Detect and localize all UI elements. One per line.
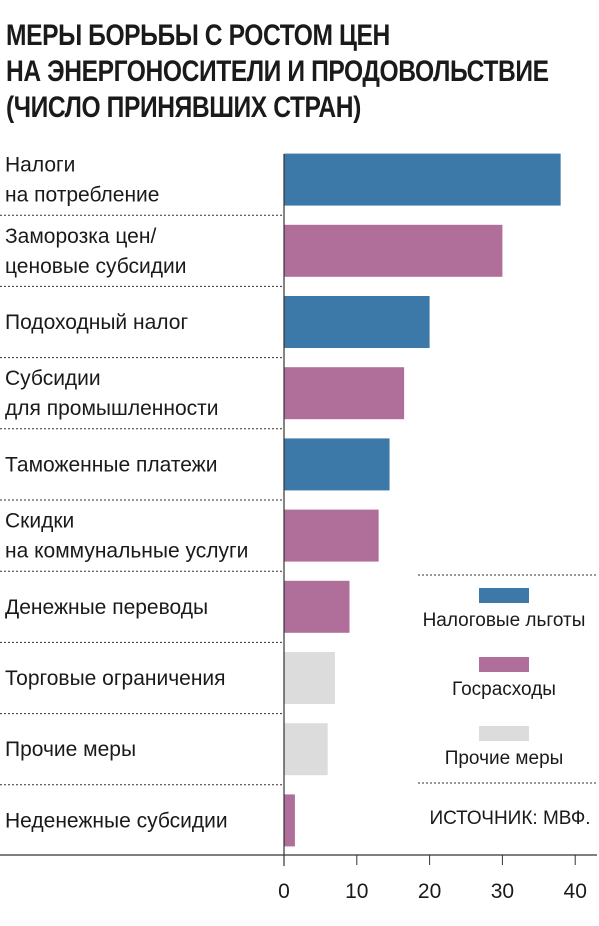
- x-tick-label: 0: [278, 880, 290, 903]
- bar: [284, 224, 503, 277]
- legend-swatch: [479, 588, 529, 603]
- chart-title: МЕРЫ БОРЬБЫ С РОСТОМ ЦЕН НА ЭНЕРГОНОСИТЕ…: [6, 18, 549, 126]
- category-label: Субсидии: [5, 367, 101, 390]
- x-tick-label: 20: [418, 880, 441, 903]
- x-tick-label: 10: [345, 880, 368, 903]
- category-label: Неденежные субсидии: [5, 809, 228, 832]
- title-line-1: МЕРЫ БОРЬБЫ С РОСТОМ ЦЕН: [6, 19, 390, 52]
- bar: [284, 794, 295, 847]
- category-label: Подоходный налог: [5, 311, 188, 334]
- bar: [284, 723, 328, 776]
- legend-swatch: [479, 726, 529, 741]
- category-label: Денежные переводы: [5, 596, 208, 619]
- bar: [284, 438, 390, 491]
- bar: [284, 153, 561, 206]
- title-line-3: (ЧИСЛО ПРИНЯВШИХ СТРАН): [6, 91, 361, 124]
- bar: [284, 652, 335, 704]
- category-label: ценовые субсидии: [5, 255, 186, 278]
- title-line-2: НА ЭНЕРГОНОСИТЕЛИ И ПРОДОВОЛЬСТВИЕ: [6, 55, 549, 88]
- bar: [284, 296, 430, 348]
- legend-label: Налоговые льготы: [423, 610, 586, 631]
- category-label: Скидки: [5, 510, 74, 533]
- bar: [284, 367, 405, 420]
- category-label: Налоги: [5, 154, 75, 177]
- category-label: Таможенные платежи: [5, 453, 217, 476]
- category-label: Заморозка цен/: [5, 225, 156, 248]
- category-label: на коммунальные услуги: [5, 540, 248, 563]
- category-label: Прочие меры: [5, 738, 136, 761]
- category-label: на потребление: [5, 184, 159, 207]
- x-tick-label: 30: [491, 880, 514, 903]
- source-note: ИСТОЧНИК: МВФ.: [429, 808, 590, 829]
- legend-label: Госрасходы: [452, 679, 556, 700]
- category-label: Торговые ограничения: [5, 667, 226, 690]
- category-label: для промышленности: [5, 397, 218, 420]
- bar: [284, 580, 350, 633]
- bar: [284, 509, 379, 562]
- legend-label: Прочие меры: [445, 748, 564, 769]
- legend-swatch: [479, 657, 529, 672]
- x-tick-label: 40: [564, 880, 587, 903]
